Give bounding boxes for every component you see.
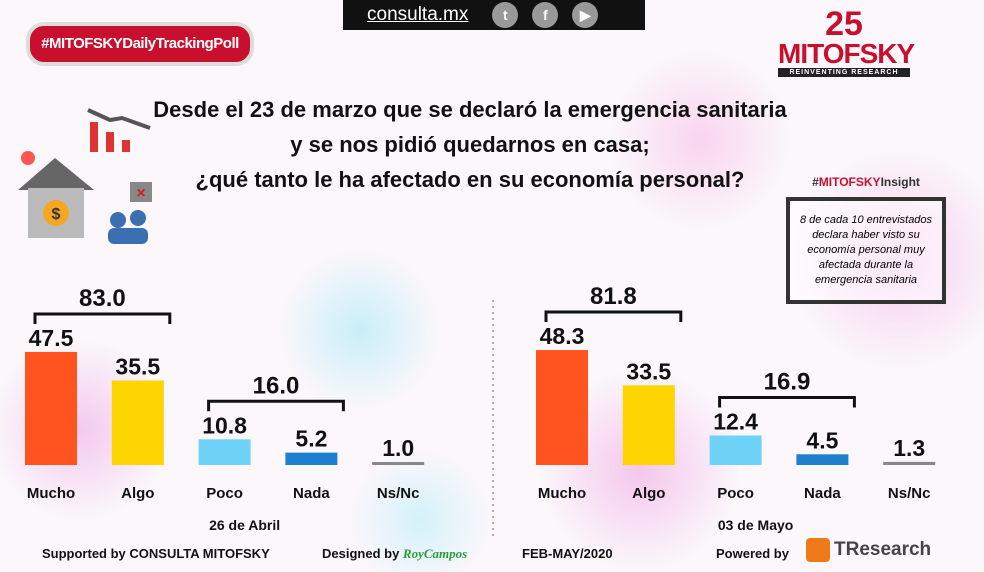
- economy-illustration: $ ×: [18, 108, 152, 244]
- tresearch-logo: TResearch: [806, 538, 931, 562]
- value-label: 1.0: [382, 435, 414, 461]
- footer-designed: Designed by RoyCampos: [322, 546, 468, 561]
- category-label: Ns/Nc: [377, 485, 420, 502]
- bar-nsnc: [883, 461, 936, 465]
- group-total-label: 16.0: [253, 372, 300, 399]
- hashtag-badge: #MITOFSKYDailyTrackingPoll: [26, 22, 254, 66]
- bar-poco: [198, 439, 251, 465]
- bar-nsnc: [372, 462, 425, 465]
- category-label: Poco: [717, 485, 754, 502]
- group-bracket: [718, 395, 856, 408]
- group-total-label: 81.8: [590, 283, 637, 310]
- top-bar: consulta.mx t f ▶: [343, 0, 645, 30]
- bar-nada: [285, 452, 338, 465]
- category-label: Mucho: [27, 485, 75, 502]
- date-label: 26 de Abril: [209, 517, 280, 533]
- footer-powered: Powered by: [716, 546, 789, 561]
- insight-quote: 8 de cada 10 entrevistados declara haber…: [786, 197, 946, 304]
- value-label: 4.5: [806, 427, 838, 453]
- bar-mucho: [536, 350, 588, 465]
- value-label: 1.3: [893, 435, 925, 461]
- insight-panel: #MITOFSKYInsight 8 de cada 10 entrevista…: [786, 175, 946, 304]
- svg-text:$: $: [52, 206, 61, 223]
- group-bracket: [544, 310, 683, 323]
- value-label: 5.2: [295, 426, 327, 452]
- insight-hashtag: #MITOFSKYInsight: [812, 175, 920, 189]
- footer-period: FEB-MAY/2020: [522, 546, 613, 561]
- youtube-icon[interactable]: ▶: [572, 2, 599, 28]
- twitter-icon[interactable]: t: [492, 2, 519, 28]
- facebook-icon[interactable]: f: [532, 2, 559, 28]
- category-label: Nada: [804, 485, 841, 502]
- category-label: Ns/Nc: [888, 485, 931, 502]
- category-label: Algo: [632, 485, 665, 502]
- site-link[interactable]: consulta.mx: [367, 4, 469, 25]
- svg-text:×: ×: [136, 185, 145, 202]
- value-label: 33.5: [626, 358, 671, 384]
- mitofsky-logo: 25 MITOFSKY REINVENTING RESEARCH: [778, 5, 915, 77]
- bar-algo: [622, 385, 675, 465]
- group-total-label: 16.9: [764, 368, 811, 395]
- question-text: Desde el 23 de marzo que se declaró la e…: [153, 97, 787, 192]
- bar-poco: [709, 435, 762, 465]
- group-bracket: [33, 312, 172, 324]
- value-label: 35.5: [115, 354, 160, 380]
- category-label: Mucho: [538, 485, 586, 502]
- category-label: Poco: [206, 485, 243, 502]
- category-label: Nada: [293, 485, 330, 502]
- category-label: Algo: [121, 485, 154, 502]
- value-label: 47.5: [29, 325, 74, 351]
- bar-mucho: [25, 351, 77, 465]
- value-label: 12.4: [713, 408, 758, 434]
- footer-supported: Supported by CONSULTA MITOFSKY: [42, 546, 270, 561]
- group-bracket: [207, 399, 345, 412]
- value-label: 48.3: [540, 323, 585, 349]
- bar-nada: [796, 454, 849, 465]
- tresearch-icon: [806, 538, 830, 562]
- date-label: 03 de Mayo: [718, 517, 793, 533]
- bar-algo: [111, 380, 164, 465]
- value-label: 10.8: [202, 412, 247, 438]
- group-total-label: 83.0: [79, 285, 126, 312]
